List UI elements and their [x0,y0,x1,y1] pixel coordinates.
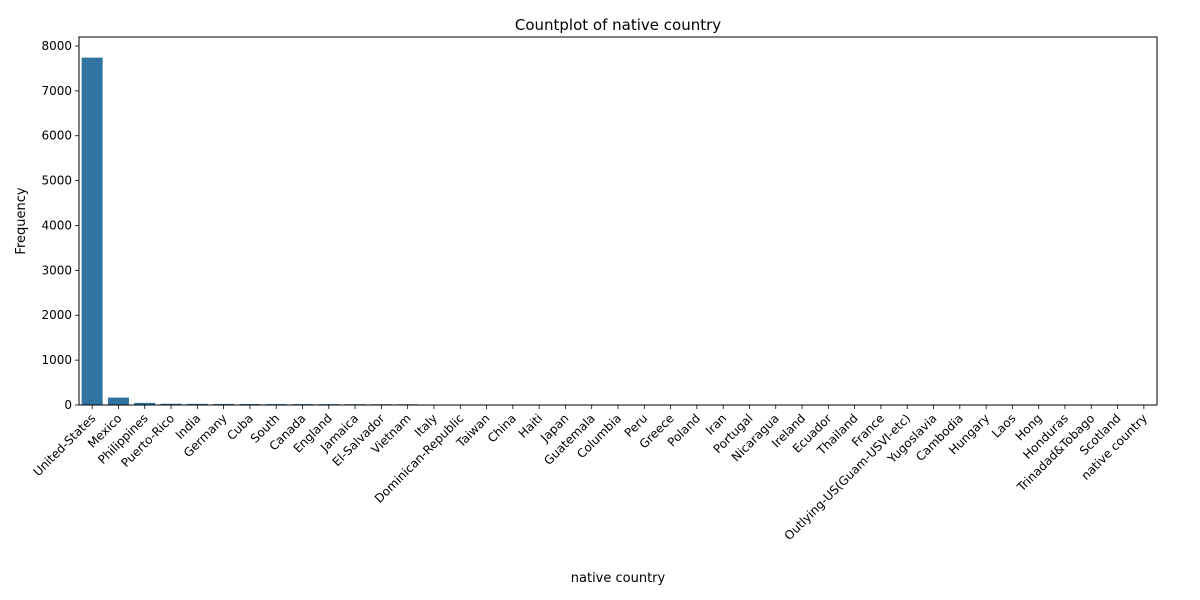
y-tick-label: 3000 [41,263,72,277]
bar-india [186,403,208,405]
y-tick-label: 5000 [41,174,72,188]
x-tick-label: China [485,411,519,445]
bar-united-states [81,57,103,405]
y-tick-label: 1000 [41,353,72,367]
y-axis: 0 1000 2000 3000 4000 5000 6000 7000 8000 [41,39,79,412]
y-tick-label: 7000 [41,84,72,98]
y-tick-label: 2000 [41,308,72,322]
chart-title: Countplot of native country [515,16,721,34]
bars-group [81,57,1155,405]
x-axis-label: native country [571,571,666,586]
y-tick-label: 0 [64,398,72,412]
bar-germany [213,403,235,405]
y-axis-label: Frequency [14,187,29,254]
bar-puerto-rico [160,403,182,405]
y-tick-label: 6000 [41,129,72,143]
y-tick-label: 4000 [41,218,72,232]
y-tick-label: 8000 [41,39,72,53]
bar-philippines [134,402,156,405]
plot-frame [78,36,1158,406]
x-axis: United-StatesMexicoPhilippinesPuerto-Ric… [31,405,1150,543]
bar-mexico [107,397,129,405]
